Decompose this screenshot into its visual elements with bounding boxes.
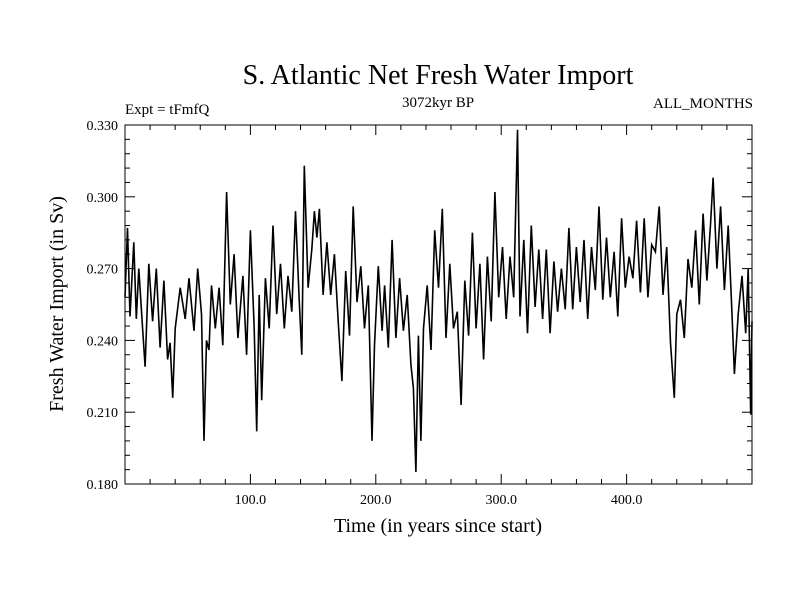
experiment-label: Expt = tFmfQ <box>125 102 209 118</box>
x-tick-label: 200.0 <box>360 493 392 508</box>
x-tick-label: 100.0 <box>235 493 267 508</box>
period-label: 3072kyr BP <box>402 95 474 111</box>
y-tick-label: 0.180 <box>87 478 119 493</box>
y-tick-label: 0.270 <box>87 263 119 278</box>
y-tick-label: 0.240 <box>87 334 119 349</box>
y-tick-label: 0.210 <box>87 406 119 421</box>
x-tick-label: 300.0 <box>485 493 517 508</box>
y-tick-label: 0.330 <box>87 119 119 134</box>
axis-ticks <box>125 125 752 484</box>
series-line <box>124 129 753 473</box>
x-tick-label: 400.0 <box>611 493 643 508</box>
y-axis-label: Fresh Water Import (in Sv) <box>46 196 68 412</box>
axis-tick-labels: 100.0 200.0 300.0 400.0 0.180 0.210 0.240 0.270… <box>87 119 643 508</box>
chart-title: S. Atlantic Net Fresh Water Import <box>243 60 634 91</box>
series-group <box>124 129 753 473</box>
x-axis-label: Time (in years since start) <box>334 515 542 537</box>
y-tick-label: 0.300 <box>87 191 119 206</box>
plot-frame <box>124 124 753 485</box>
months-label: ALL_MONTHS <box>653 96 753 112</box>
